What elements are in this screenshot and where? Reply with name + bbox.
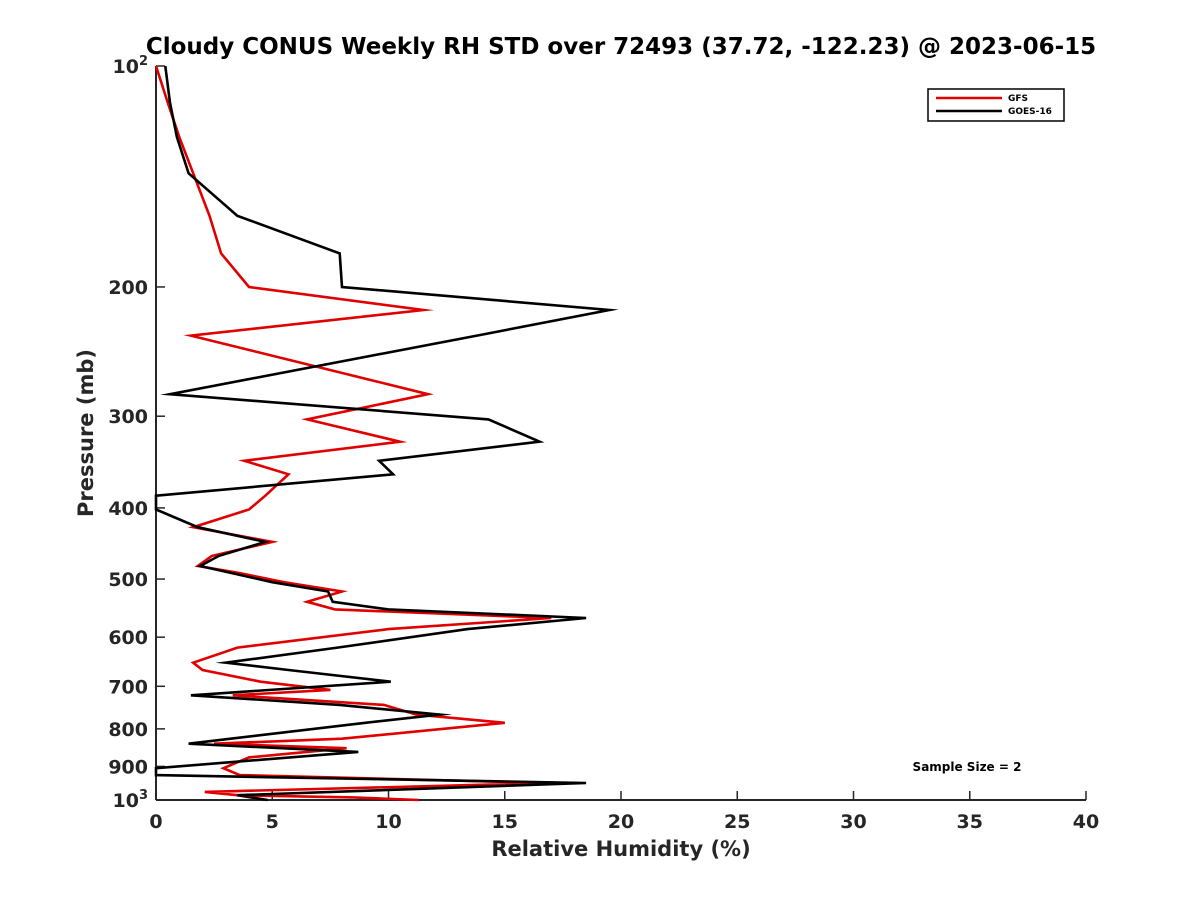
y-tick-base: 600 (108, 627, 148, 649)
series-line-goes-16 (154, 65, 619, 802)
y-tick-base: 500 (108, 569, 148, 591)
y-tick-exponent: 3 (139, 788, 148, 803)
y-tick-base: 400 (108, 498, 148, 520)
x-tick-label: 30 (840, 811, 866, 833)
y-tick-base: 800 (108, 719, 148, 741)
y-tick-label: 700 (108, 676, 148, 698)
y-tick-label: 200 (108, 277, 148, 299)
legend-box (927, 88, 1065, 122)
legend: GFS GOES-16 (927, 88, 1065, 122)
x-tick-label: 25 (724, 811, 750, 833)
series-lines (154, 65, 619, 802)
y-tick-label: 102 (113, 54, 149, 78)
y-tick-label: 800 (108, 719, 148, 741)
y-tick-base: 900 (108, 756, 148, 778)
legend-label: GFS (1008, 94, 1028, 104)
y-tick-label: 300 (108, 406, 148, 428)
y-tick-base: 200 (108, 277, 148, 299)
sample-size-annotation: Sample Size = 2 (913, 760, 1022, 774)
x-tick-label: 5 (266, 811, 279, 833)
legend-label: GOES-16 (1008, 107, 1052, 117)
y-tick-exponent: 2 (139, 54, 148, 69)
series-line-gfs (154, 65, 552, 802)
x-tick-label: 40 (1073, 811, 1099, 833)
y-tick-base: 300 (108, 406, 148, 428)
chart-title: Cloudy CONUS Weekly RH STD over 72493 (3… (146, 34, 1096, 60)
y-tick-label: 400 (108, 498, 148, 520)
y-tick-base: 10 (113, 790, 139, 812)
y-tick-label: 500 (108, 569, 148, 591)
y-tick-base: 10 (113, 56, 139, 78)
y-tick-label: 600 (108, 627, 148, 649)
plot-axes (155, 66, 1086, 801)
x-axis-label: Relative Humidity (%) (491, 837, 750, 861)
x-tick-label: 10 (375, 811, 401, 833)
y-tick-base: 700 (108, 676, 148, 698)
x-tick-label: 15 (492, 811, 518, 833)
y-tick-label: 900 (108, 756, 148, 778)
y-tick-label: 103 (113, 788, 149, 812)
y-axis-label: Pressure (mb) (74, 349, 98, 517)
x-tick-label: 20 (608, 811, 634, 833)
x-tick-label: 0 (149, 811, 162, 833)
x-axis-ticks: 0 5 10 15 20 25 30 35 40 (149, 791, 1099, 833)
x-tick-label: 35 (957, 811, 983, 833)
